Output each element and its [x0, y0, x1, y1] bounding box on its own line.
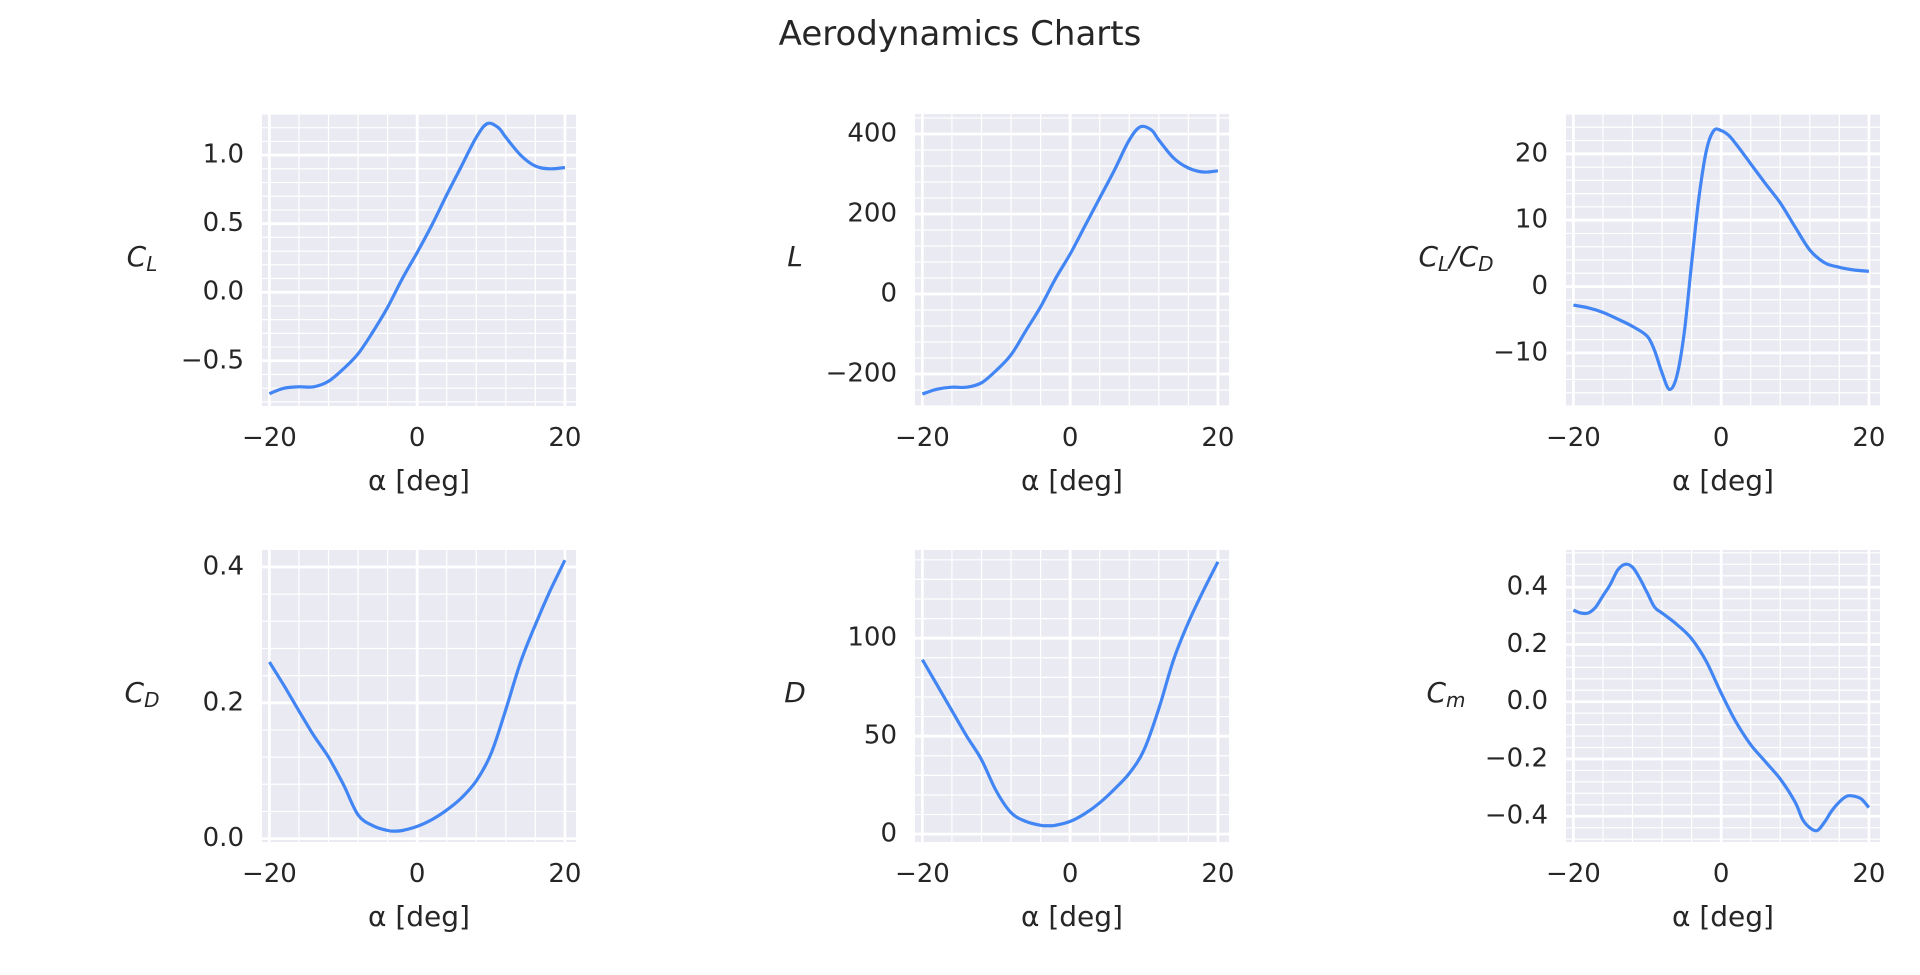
- label-base: C: [1459, 240, 1479, 273]
- label-subscript: L: [1438, 252, 1449, 276]
- y-tick-label: 0: [880, 819, 897, 849]
- x-tick-label: 20: [1852, 859, 1885, 889]
- y-axis-label: L: [787, 240, 803, 273]
- y-tick-label: 0.0: [1507, 686, 1548, 716]
- y-tick-label: −10: [1493, 337, 1548, 367]
- x-tick-label: 20: [548, 423, 581, 453]
- plot-area: [915, 550, 1229, 842]
- x-tick-label: −20: [242, 859, 297, 889]
- y-axis-label: CD​: [125, 676, 160, 712]
- y-tick-label: 400: [847, 119, 897, 149]
- plot-area: [262, 550, 576, 842]
- series-line-d: [921, 561, 1220, 828]
- series-line-c-l-c-d: [1573, 127, 1870, 392]
- y-tick-label: 0: [880, 279, 897, 309]
- label-base: D: [784, 676, 806, 709]
- y-axis-label: D: [784, 676, 806, 709]
- x-axis-label: α [deg]: [1021, 900, 1123, 933]
- chart-c-d: −20 0 20 0.0 0.2 0.4 α [deg] CD​: [125, 550, 581, 933]
- y-tick-label: −0.5: [181, 345, 244, 375]
- y-axis-label: CL​/CD​: [1418, 240, 1493, 276]
- y-tick-label: −0.2: [1485, 743, 1548, 773]
- y-axis-label: CL​: [127, 240, 158, 276]
- x-axis-label: α [deg]: [368, 900, 470, 933]
- x-tick-label: 0: [409, 859, 426, 889]
- plot-area: [262, 114, 576, 406]
- x-tick-label: 0: [1713, 859, 1730, 889]
- label-subscript: D: [1478, 252, 1493, 276]
- figure-title: Aerodynamics Charts: [778, 14, 1142, 54]
- y-tick-label: 50: [864, 721, 897, 751]
- y-axis-label: Cm​: [1426, 676, 1465, 712]
- chart-c-l: −20 0 20 −0.5 0.0 0.5 1.0 α [deg] CL​: [127, 113, 581, 497]
- y-tick-label: 0: [1531, 271, 1548, 301]
- y-tick-label: 10: [1515, 205, 1548, 235]
- x-tick-label: −20: [242, 423, 297, 453]
- label-base: L: [787, 240, 803, 273]
- chart-c-l-c-d: −20 0 20 −10 0 10 20 α [deg] CL​/CD​: [1418, 113, 1885, 497]
- series-line-l: [921, 124, 1219, 396]
- label-slash: /: [1446, 240, 1461, 273]
- x-tick-label: 0: [1062, 423, 1079, 453]
- label-subscript: L: [146, 252, 157, 276]
- x-tick-label: 0: [1062, 859, 1079, 889]
- y-tick-label: 0.2: [1507, 629, 1548, 659]
- label-base: C: [1418, 240, 1438, 273]
- y-tick-label: 200: [847, 199, 897, 229]
- series-line-c-d: [268, 559, 567, 833]
- label-subscript: D: [144, 688, 159, 712]
- label-base: C: [127, 240, 147, 273]
- y-tick-label: 20: [1515, 138, 1548, 168]
- label-base: C: [125, 676, 145, 709]
- y-tick-label: −0.4: [1485, 801, 1548, 831]
- y-tick-label: 1.0: [203, 140, 244, 170]
- x-tick-label: 0: [1713, 423, 1730, 453]
- y-tick-label: −200: [826, 359, 897, 389]
- x-tick-label: −20: [895, 423, 950, 453]
- x-axis-label: α [deg]: [1021, 464, 1123, 497]
- x-tick-label: 20: [548, 859, 581, 889]
- y-tick-label: 0.5: [203, 208, 244, 238]
- y-tick-label: 0.0: [203, 823, 244, 853]
- x-tick-label: −20: [1546, 423, 1601, 453]
- x-tick-label: 0: [409, 423, 426, 453]
- y-tick-label: 0.4: [1507, 572, 1548, 602]
- x-axis-label: α [deg]: [368, 464, 470, 497]
- x-axis-label: α [deg]: [1672, 900, 1774, 933]
- x-axis-label: α [deg]: [1672, 464, 1774, 497]
- label-subscript: m: [1446, 688, 1465, 712]
- x-tick-label: 20: [1852, 423, 1885, 453]
- x-tick-label: 20: [1201, 423, 1234, 453]
- x-tick-label: −20: [1546, 859, 1601, 889]
- series-line-c-m: [1572, 562, 1871, 833]
- y-tick-label: 100: [847, 623, 897, 653]
- y-tick-label: 0.2: [203, 687, 244, 717]
- x-tick-label: 20: [1201, 859, 1234, 889]
- y-tick-label: 0.4: [203, 551, 244, 581]
- label-base: C: [1426, 676, 1446, 709]
- chart-d: −20 0 20 0 50 100 α [deg] D: [784, 550, 1234, 933]
- series-line-c-l: [268, 121, 566, 396]
- x-tick-label: −20: [895, 859, 950, 889]
- chart-c-m: −20 0 20 −0.4 −0.2 0.0 0.2 0.4 α [deg] Cm​: [1426, 550, 1885, 933]
- y-tick-label: 0.0: [203, 277, 244, 307]
- plot-area: [915, 114, 1229, 406]
